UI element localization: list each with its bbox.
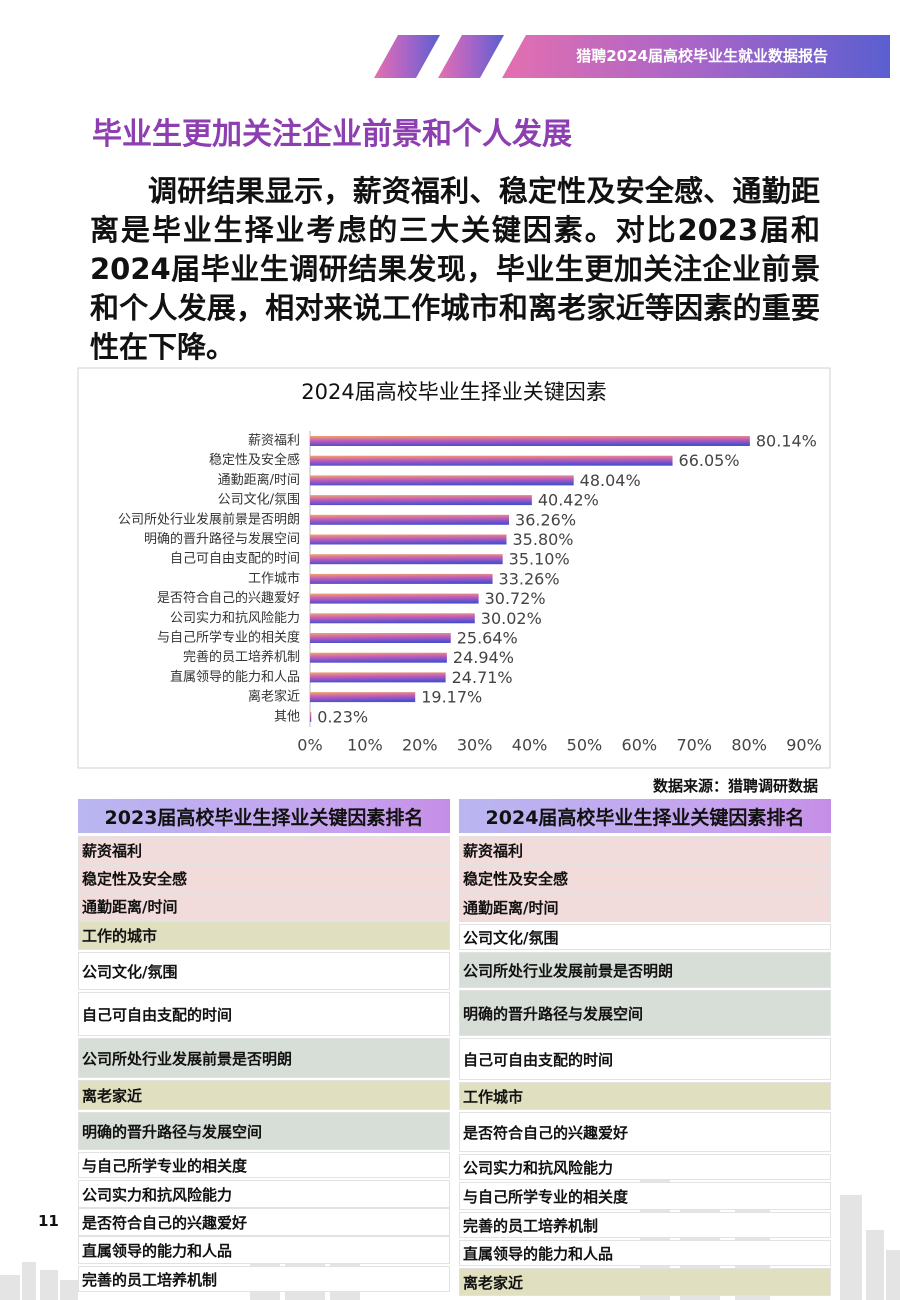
table-row: 是否符合自己的兴趣爱好 — [78, 1208, 450, 1236]
table-row: 明确的晋升路径与发展空间 — [459, 990, 831, 1036]
value-label: 25.64% — [457, 629, 518, 648]
x-tick-label: 50% — [567, 736, 603, 755]
table-row: 公司所处行业发展前景是否明朗 — [78, 1038, 450, 1078]
banner-stripe — [438, 35, 504, 78]
value-label: 48.04% — [580, 471, 641, 490]
x-tick-label: 40% — [512, 736, 548, 755]
value-label: 36.26% — [515, 510, 576, 529]
table-header: 2024届高校毕业生择业关键因素排名 — [459, 799, 831, 833]
table-row: 公司文化/氛围 — [459, 924, 831, 950]
value-label: 40.42% — [538, 491, 599, 510]
x-tick-label: 30% — [457, 736, 493, 755]
bar — [310, 652, 447, 663]
table-row: 直属领导的能力和人品 — [78, 1236, 450, 1264]
table-row: 自己可自由支配的时间 — [459, 1038, 831, 1080]
table-row: 稳定性及安全感 — [459, 864, 831, 892]
report-title: 猎聘2024届高校毕业生就业数据报告 — [576, 47, 828, 65]
bar — [310, 692, 416, 703]
value-label: 24.94% — [453, 648, 514, 667]
category-label: 完善的员工培养机制 — [183, 649, 300, 665]
bar — [310, 593, 479, 604]
table-row: 自己可自由支配的时间 — [78, 992, 450, 1036]
x-tick-label: 70% — [676, 736, 712, 755]
table-row: 是否符合自己的兴趣爱好 — [459, 1112, 831, 1152]
bar — [310, 711, 312, 722]
x-tick-label: 90% — [786, 736, 822, 755]
bar — [310, 554, 503, 565]
chart-frame — [77, 367, 831, 769]
bar — [310, 672, 446, 683]
bar — [310, 495, 532, 506]
bar — [310, 455, 673, 466]
table-row: 通勤距离/时间 — [459, 892, 831, 922]
category-label: 是否符合自己的兴趣爱好 — [157, 590, 300, 606]
table-row: 公司实力和抗风险能力 — [78, 1180, 450, 1208]
table-row: 明确的晋升路径与发展空间 — [78, 1112, 450, 1150]
paragraph: 调研结果显示，薪资福利、稳定性及安全感、通勤距离是毕业生择业考虑的三大关键因素。… — [90, 174, 820, 364]
banner — [502, 35, 890, 78]
bar — [310, 613, 475, 624]
value-label: 80.14% — [756, 432, 817, 451]
table-row: 稳定性及安全感 — [78, 864, 450, 892]
bar — [310, 475, 574, 486]
value-label: 35.80% — [513, 530, 574, 549]
value-label: 0.23% — [317, 707, 368, 726]
category-label: 工作城市 — [248, 570, 300, 586]
x-tick-label: 0% — [297, 736, 322, 755]
category-label: 公司实力和抗风险能力 — [170, 611, 300, 626]
table-row: 薪资福利 — [78, 836, 450, 864]
category-label: 稳定性及安全感 — [209, 452, 300, 468]
x-tick-label: 10% — [347, 736, 383, 755]
source: 数据来源：猎聘调研数据 — [652, 777, 818, 795]
bar — [310, 633, 451, 643]
table-row: 公司文化/氛围 — [78, 952, 450, 990]
category-label: 离老家近 — [248, 689, 300, 705]
value-label: 66.05% — [679, 451, 740, 470]
category-label: 公司文化/氛围 — [218, 493, 300, 508]
value-label: 19.17% — [421, 688, 482, 707]
category-label: 其他 — [274, 709, 300, 724]
table-row: 离老家近 — [459, 1268, 831, 1296]
bar — [310, 436, 750, 446]
category-label: 与自己所学专业的相关度 — [157, 630, 300, 646]
category-label: 薪资福利 — [248, 434, 300, 449]
table-row: 离老家近 — [78, 1080, 450, 1110]
table-row: 公司所处行业发展前景是否明朗 — [459, 952, 831, 988]
table-row: 工作城市 — [459, 1082, 831, 1110]
value-label: 33.26% — [499, 569, 560, 588]
bar — [310, 514, 510, 525]
bar — [310, 573, 493, 584]
category-label: 自己可自由支配的时间 — [170, 551, 300, 567]
chart-title: 2024届高校毕业生择业关键因素 — [301, 380, 606, 404]
table-row: 完善的员工培养机制 — [459, 1212, 831, 1238]
category-label: 明确的晋升路径与发展空间 — [144, 531, 300, 547]
table-row: 完善的员工培养机制 — [78, 1266, 450, 1292]
category-label: 公司所处行业发展前景是否明朗 — [118, 511, 300, 527]
table-row: 与自己所学专业的相关度 — [459, 1182, 831, 1210]
table-row: 直属领导的能力和人品 — [459, 1240, 831, 1266]
page-title: 毕业生更加关注企业前景和个人发展 — [92, 117, 572, 152]
table-header: 2023届高校毕业生择业关键因素排名 — [78, 799, 450, 833]
x-tick-label: 80% — [731, 736, 767, 755]
page-number: 11 — [38, 1212, 59, 1230]
x-tick-label: 20% — [402, 736, 438, 755]
table-row: 公司实力和抗风险能力 — [459, 1154, 831, 1180]
table-row: 薪资福利 — [459, 836, 831, 864]
category-label: 通勤距离/时间 — [218, 472, 300, 488]
value-label: 35.10% — [509, 550, 570, 569]
table-row: 通勤距离/时间 — [78, 892, 450, 921]
chart: 2024届高校毕业生择业关键因素 0% 10% 20% 30% 40% 50% 60% 70%… — [118, 380, 822, 755]
banner-stripe — [374, 35, 440, 78]
table-row: 与自己所学专业的相关度 — [78, 1152, 450, 1178]
value-label: 30.72% — [485, 589, 546, 608]
x-tick-label: 60% — [622, 736, 658, 755]
value-label: 30.02% — [481, 609, 542, 628]
table-row: 工作的城市 — [78, 921, 450, 950]
value-label: 24.71% — [452, 668, 513, 687]
bar — [310, 534, 507, 545]
category-label: 直属领导的能力和人品 — [170, 669, 300, 685]
